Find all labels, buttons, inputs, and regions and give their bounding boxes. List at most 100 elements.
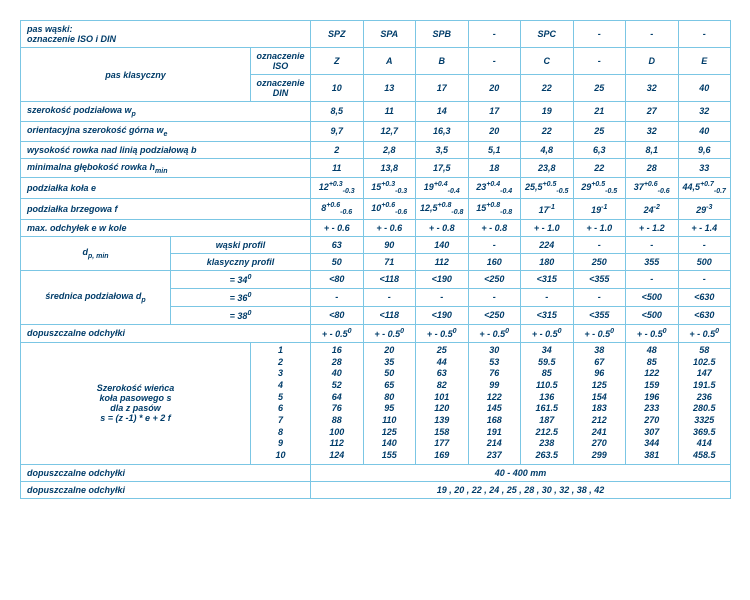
row-we: orientacyjna szerokość górna we 9,712,71… [21,121,731,141]
cell: + - 0.50 [626,324,679,342]
cell: 20 [468,121,521,141]
cell: + - 0.50 [363,324,416,342]
classic-belt-label: pas klasyczny [21,48,251,102]
cell: + - 1.0 [521,219,574,236]
cell: 22 [521,121,574,141]
col-head: - [678,21,731,48]
cell: + - 1.2 [626,219,679,236]
cell: 10+0.6-0.6 [363,199,416,220]
cell: 58102.5147191.5236280.53325369.5414458.5 [678,342,731,464]
cell: 30537699122145168191214237 [468,342,521,464]
col-head: A [363,48,416,75]
row-sred-34: średnica podziałowa dp = 340 <80<118<190… [21,270,731,288]
cell: <315 [521,270,574,288]
cell: 180 [521,253,574,270]
row-dop-0.5: dopuszczalne odchyłki + - 0.50 + - 0.50 … [21,324,731,342]
col-head: SPA [363,21,416,48]
col-head: B [416,48,469,75]
cell: - [363,288,416,306]
cell: <355 [573,270,626,288]
row-label: szerokość podziałowa wp [21,102,311,122]
cell: 19 [521,102,574,122]
row-label: średnica podziałowa dp [21,270,171,324]
cell: 32 [678,102,731,122]
cell: + - 0.50 [468,324,521,342]
oz-din-label: oznaczenie DIN [251,75,311,102]
cell: 15+0.8-0.8 [468,199,521,220]
cell: 9,6 [678,141,731,158]
cell: 19+0.4-0.4 [416,178,469,199]
col-head: 17 [416,75,469,102]
cell: + - 1.0 [573,219,626,236]
cell: 33 [678,158,731,178]
cell: 8,1 [626,141,679,158]
cell: <500 [626,306,679,324]
cell: 40 [678,121,731,141]
cell: <118 [363,270,416,288]
col-head: E [678,48,731,75]
cell: 5,1 [468,141,521,158]
idx-col: 12345678910 [251,342,311,464]
cell: + - 0.50 [311,324,364,342]
cell: 14 [416,102,469,122]
row-label: podziałka brzegowa f [21,199,311,220]
sublabel: = 380 [171,306,311,324]
header-row-narrow: pas wąski: oznaczenie ISO i DIN SPZ SPA … [21,21,731,48]
row-list: dopuszczalne odchyłki 19 , 20 , 22 , 24 … [21,481,731,498]
list-val: 19 , 20 , 22 , 24 , 25 , 28 , 30 , 32 , … [311,481,731,498]
cell: + - 0.8 [416,219,469,236]
cell: <500 [626,288,679,306]
cell: + - 0.8 [468,219,521,236]
narrow-belt-label: pas wąski: oznaczenie ISO i DIN [21,21,311,48]
cell: <118 [363,306,416,324]
col-head: 25 [573,75,626,102]
col-head: 22 [521,75,574,102]
cell: + - 0.50 [521,324,574,342]
cell: <315 [521,306,574,324]
cell: - [626,270,679,288]
cell: <250 [468,306,521,324]
cell: - [678,236,731,253]
cell: + - 0.50 [573,324,626,342]
cell: 29-3 [678,199,731,220]
col-head: 13 [363,75,416,102]
row-label: wysokość rowka nad linią podziałową b [21,141,311,158]
cell: 112 [416,253,469,270]
cell: 44,5+0.7-0.7 [678,178,731,199]
cell: 8+0.6-0.6 [311,199,364,220]
cell: 203550658095110125140155 [363,342,416,464]
cell: 250 [573,253,626,270]
cell: <80 [311,306,364,324]
row-hmin: minimalna głębokość rowka hmin 1113,817,… [21,158,731,178]
cell: 6,3 [573,141,626,158]
cell: 25 [573,121,626,141]
col-head: Z [311,48,364,75]
col-head: 10 [311,75,364,102]
cell: 16284052647688100112124 [311,342,364,464]
cell: 11 [311,158,364,178]
cell: - [521,288,574,306]
col-head: 32 [626,75,679,102]
row-label: Szerokość wieńca koła pasowego s dla z p… [21,342,251,464]
row-dpmin-1: dp, min wąski profil 6390140-224--- [21,236,731,253]
col-head: - [626,21,679,48]
cell: 13,8 [363,158,416,178]
row-e: podziałka koła e 12+0.3-0.3 15+0.3-0.3 1… [21,178,731,199]
cell: 140 [416,236,469,253]
col-head: C [521,48,574,75]
cell: <630 [678,306,731,324]
oz-iso-label: oznaczenie ISO [251,48,311,75]
cell: 17-1 [521,199,574,220]
cell: <190 [416,306,469,324]
cell: 2 [311,141,364,158]
cell: - [573,288,626,306]
header-row-iso: pas klasyczny oznaczenie ISO Z A B - C -… [21,48,731,75]
cell: 17 [468,102,521,122]
col-head: D [626,48,679,75]
cell: + - 0.6 [363,219,416,236]
col-head: - [468,48,521,75]
cell: 355 [626,253,679,270]
cell: 4885122159196233270307344381 [626,342,679,464]
cell: 24-2 [626,199,679,220]
sublabel: = 340 [171,270,311,288]
